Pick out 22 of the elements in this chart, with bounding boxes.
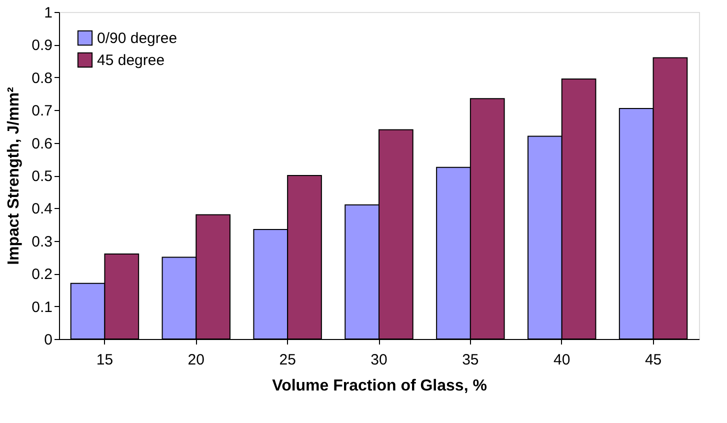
x-tick-label: 15 xyxy=(96,352,114,368)
x-tick-label: 25 xyxy=(279,352,296,368)
y-axis-title: Impact Strength, J/mm² xyxy=(6,87,23,265)
y-tick-label: 0.3 xyxy=(32,233,52,250)
x-axis-title: Volume Fraction of Glass, % xyxy=(272,378,487,394)
y-tick-label: 0.8 xyxy=(32,70,52,87)
y-tick-label: 0.4 xyxy=(32,200,52,218)
x-tick-label: 20 xyxy=(188,352,204,368)
x-tick-label: 45 xyxy=(644,352,662,368)
legend-label: 45 degree xyxy=(97,52,165,69)
y-tick-label: 0.2 xyxy=(32,266,52,284)
x-tick-label: 35 xyxy=(462,352,479,368)
y-tick-label: 0.5 xyxy=(32,168,52,185)
x-tick-label: 30 xyxy=(370,352,388,368)
x-tick-label: 40 xyxy=(554,352,570,368)
y-tick-label: 0.1 xyxy=(32,298,52,316)
y-tick-label: 0 xyxy=(44,332,52,348)
y-tick-label: 0.6 xyxy=(32,135,52,152)
legend-label: 0/90 degree xyxy=(97,30,178,47)
y-tick-label: 0.7 xyxy=(32,102,52,120)
y-tick-label: 0.9 xyxy=(32,37,52,54)
y-tick-label: 1 xyxy=(44,4,52,22)
